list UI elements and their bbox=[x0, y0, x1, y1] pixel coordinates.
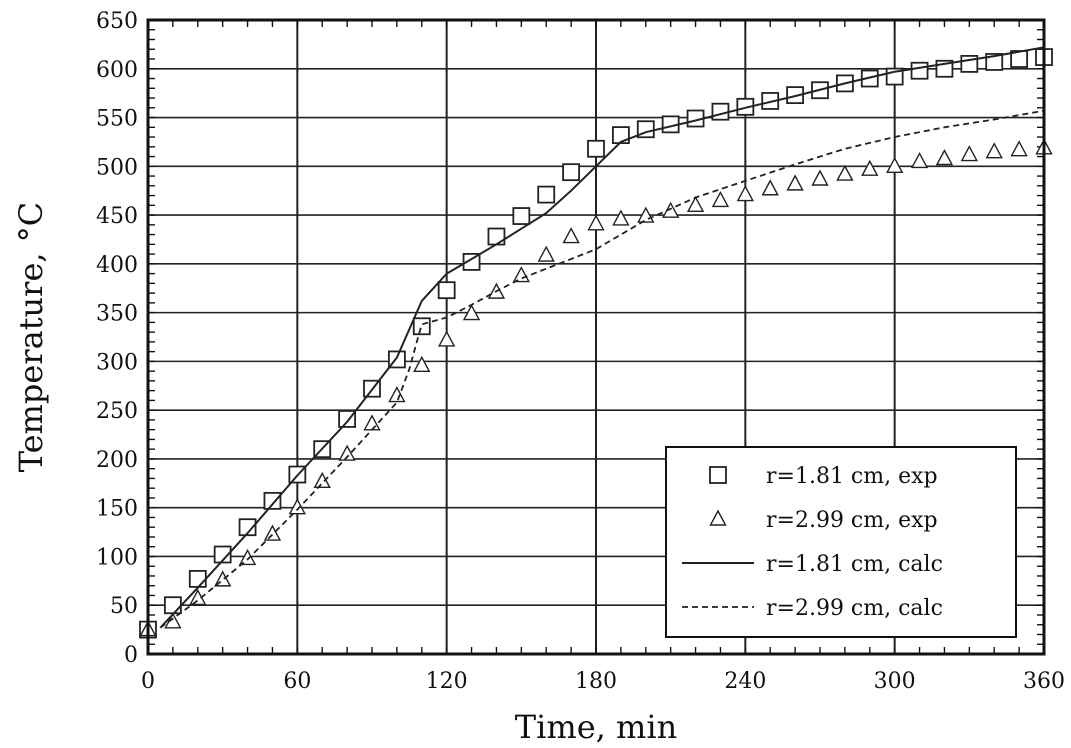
data-point bbox=[263, 491, 282, 510]
x-axis-title: Time, min bbox=[515, 708, 677, 746]
data-point bbox=[612, 209, 630, 226]
data-point bbox=[512, 266, 531, 283]
data-point bbox=[885, 156, 904, 174]
data-point bbox=[437, 281, 456, 300]
data-point bbox=[761, 179, 779, 196]
y-tick-label: 400 bbox=[96, 253, 138, 278]
data-point bbox=[163, 596, 182, 615]
data-point bbox=[562, 163, 581, 182]
data-point bbox=[188, 569, 207, 588]
data-point bbox=[711, 190, 730, 208]
data-point bbox=[288, 498, 307, 515]
y-tick-label: 100 bbox=[96, 545, 138, 570]
data-point bbox=[1010, 140, 1028, 157]
y-tick-label: 250 bbox=[96, 399, 138, 424]
data-point bbox=[537, 185, 556, 204]
data-point bbox=[338, 444, 356, 461]
legend-label: r=2.99 cm, calc bbox=[766, 596, 943, 621]
series-4 bbox=[159, 109, 1045, 629]
x-tick-label: 240 bbox=[724, 669, 766, 694]
data-point bbox=[811, 169, 829, 186]
data-point bbox=[910, 61, 929, 80]
y-axis-title: Temperature, °C bbox=[12, 202, 50, 472]
legend-item: r=1.81 cm, calc bbox=[682, 552, 943, 577]
series-line bbox=[159, 46, 1045, 629]
y-tick-label: 650 bbox=[96, 9, 138, 34]
x-tick-label: 0 bbox=[141, 669, 155, 694]
series-3 bbox=[159, 46, 1045, 629]
x-tick-label: 360 bbox=[1023, 669, 1065, 694]
data-point bbox=[238, 518, 257, 537]
x-tick-label: 60 bbox=[283, 669, 311, 694]
y-tick-label: 550 bbox=[96, 107, 138, 132]
x-tick-label: 300 bbox=[874, 669, 916, 694]
series-line bbox=[159, 109, 1045, 629]
data-point bbox=[238, 548, 257, 566]
y-tick-label: 300 bbox=[96, 350, 138, 375]
y-tick-label: 450 bbox=[96, 204, 138, 229]
x-tick-label: 180 bbox=[575, 669, 617, 694]
series-plot bbox=[139, 46, 1053, 639]
legend-marker bbox=[709, 509, 727, 526]
legend-label: r=2.99 cm, exp bbox=[766, 508, 938, 533]
legend-item: r=2.99 cm, exp bbox=[709, 508, 938, 533]
x-tick-label: 120 bbox=[426, 669, 468, 694]
y-tick-label: 50 bbox=[110, 594, 138, 619]
legend-item: r=2.99 cm, calc bbox=[682, 596, 943, 621]
legend-item: r=1.81 cm, exp bbox=[709, 464, 938, 489]
data-point bbox=[462, 304, 481, 321]
data-point bbox=[388, 386, 406, 403]
plot-frame bbox=[146, 18, 1046, 656]
y-tick-label: 350 bbox=[96, 302, 138, 327]
y-tick-label: 0 bbox=[124, 643, 138, 668]
data-point bbox=[960, 145, 979, 162]
data-point bbox=[736, 185, 755, 202]
data-point bbox=[587, 139, 605, 158]
y-tick-label: 500 bbox=[96, 155, 138, 180]
data-point bbox=[487, 227, 506, 246]
data-point bbox=[686, 195, 705, 213]
data-point bbox=[437, 330, 456, 347]
data-point bbox=[587, 214, 605, 231]
data-point bbox=[413, 355, 431, 372]
y-tick-label: 200 bbox=[96, 448, 138, 473]
data-point bbox=[512, 207, 531, 225]
tick-labels: 0 60 120 180 240 300 360 0 50 100 150 200 250 300 350 4… bbox=[96, 9, 1065, 694]
data-point bbox=[935, 149, 954, 166]
data-point bbox=[661, 201, 680, 218]
data-point bbox=[910, 151, 929, 169]
data-point bbox=[985, 142, 1003, 159]
data-point bbox=[263, 524, 282, 541]
data-point bbox=[985, 53, 1004, 71]
y-tick-label: 150 bbox=[96, 497, 138, 522]
data-point bbox=[462, 252, 481, 271]
data-point bbox=[861, 159, 879, 176]
data-point bbox=[313, 471, 331, 489]
data-point bbox=[711, 102, 730, 121]
legend-label: r=1.81 cm, exp bbox=[766, 464, 938, 489]
data-point bbox=[412, 317, 431, 336]
legend-label: r=1.81 cm, calc bbox=[766, 552, 943, 577]
legend-marker bbox=[709, 466, 727, 484]
y-tick-label: 600 bbox=[96, 58, 138, 83]
data-point bbox=[537, 245, 555, 262]
data-point bbox=[213, 545, 232, 564]
legend: r=1.81 cm, exp r=2.99 cm, exp r=1.81 cm, c… bbox=[665, 446, 1017, 638]
data-point bbox=[786, 174, 804, 191]
data-point bbox=[836, 164, 854, 181]
data-point bbox=[562, 227, 580, 244]
data-point bbox=[338, 410, 357, 428]
data-point bbox=[363, 414, 381, 431]
